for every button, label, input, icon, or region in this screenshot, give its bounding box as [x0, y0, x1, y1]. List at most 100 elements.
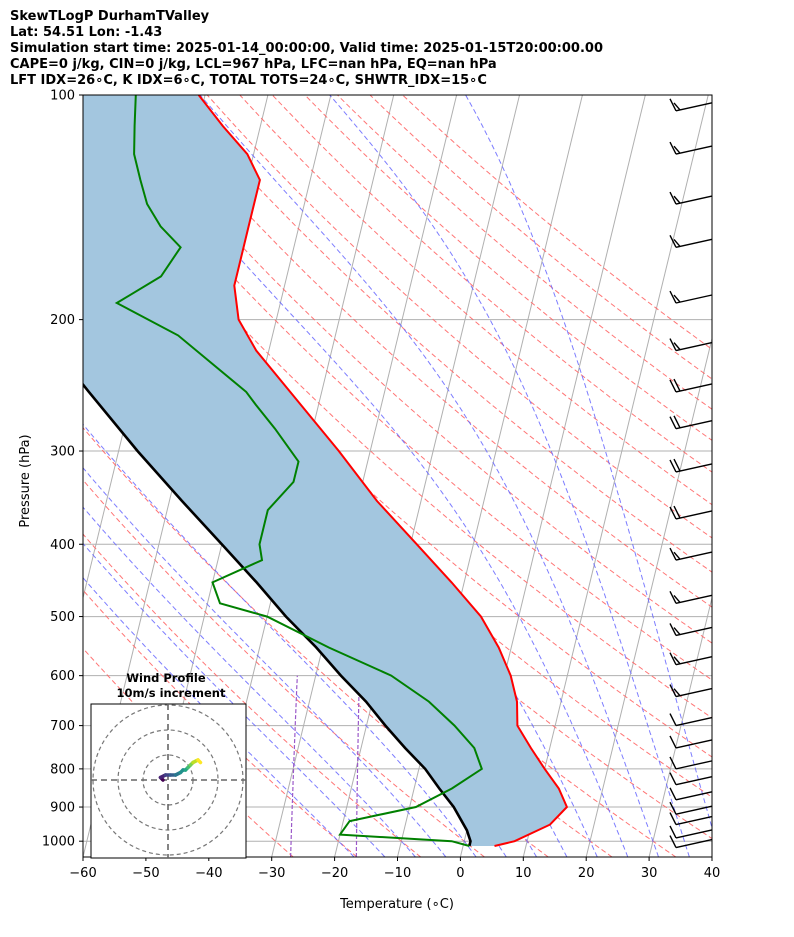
wind-barb-staff	[675, 195, 713, 205]
wind-barb-staff	[675, 805, 713, 815]
wind-barb-flag	[669, 835, 677, 848]
wind-barb-staff	[675, 145, 713, 155]
wind-barb-flag	[669, 191, 677, 205]
isotherm-gridline	[0, 95, 16, 857]
wind-barb	[669, 772, 713, 786]
moist-adiabat	[83, 576, 355, 857]
wind-barb-flag	[669, 506, 677, 520]
wind-barb-flag	[673, 505, 681, 519]
wind-barb-flag	[669, 787, 677, 801]
isotherm-gridline	[334, 95, 521, 857]
wind-barb-flag	[673, 195, 681, 204]
x-tick-label: 30	[641, 866, 658, 881]
dry-adiabat	[83, 144, 712, 719]
wind-barb-flag	[673, 378, 681, 392]
wind-barb	[669, 378, 713, 393]
wind-barb-flag	[669, 290, 677, 304]
wind-barb-flag	[669, 772, 677, 785]
wind-barb-flag	[673, 627, 681, 636]
wind-barb	[669, 735, 713, 749]
x-tick-label: −40	[195, 866, 222, 881]
wind-barb	[669, 290, 713, 304]
dry-adiabat	[83, 479, 485, 857]
wind-barb-staff	[675, 829, 713, 839]
dewpoint-profile-line	[114, 95, 484, 847]
wind-barb	[669, 623, 713, 637]
moist-adiabat	[465, 95, 712, 830]
wind-barb-staff	[675, 383, 713, 393]
wind-barb-flag	[669, 623, 677, 636]
wind-barb-flag	[669, 801, 677, 815]
wind-barb	[669, 787, 713, 801]
y-tick-label: 400	[50, 538, 75, 553]
wind-barb-staff	[675, 510, 713, 520]
wind-barb-flag	[669, 652, 677, 665]
x-tick-label: −50	[132, 866, 159, 881]
wind-barb-flag	[669, 416, 677, 429]
x-tick-label: 40	[704, 866, 721, 881]
wind-barb-flag	[673, 656, 681, 665]
wind-barb-flag	[669, 234, 677, 248]
wind-barb-flag	[669, 756, 677, 770]
isotherm-gridline	[585, 336, 712, 857]
y-tick-label: 700	[50, 719, 75, 734]
mixing-ratio-line	[290, 675, 298, 857]
wind-barb-flag	[669, 713, 677, 726]
x-axis-label: Temperature (∘C)	[339, 897, 454, 912]
wind-barb	[669, 591, 713, 605]
dry-adiabat	[83, 533, 422, 857]
inset-title: Wind Profile	[126, 671, 206, 685]
wind-barb	[669, 684, 713, 698]
wind-barb	[669, 652, 713, 666]
time-line: Simulation start time: 2025-01-14_00:00:…	[10, 41, 603, 56]
chart-title: SkewTLogP DurhamTValley	[10, 9, 210, 24]
wind-barb-flag	[669, 98, 677, 112]
wind-barb-flag	[673, 594, 681, 603]
wind-barb-staff	[675, 551, 713, 561]
indices-line-2: LFT IDX=26∘C, K IDX=6∘C, TOTAL TOTS=24∘C…	[10, 73, 487, 88]
location-line: Lat: 54.51 Lon: -1.43	[10, 25, 163, 40]
y-tick-label: 600	[50, 669, 75, 684]
inset-subtitle: 10m/s increment	[117, 686, 226, 700]
wind-barb-flag	[669, 684, 677, 697]
wind-barb-flag	[669, 735, 677, 749]
wind-barb-staff	[675, 626, 713, 637]
wind-barb	[669, 191, 713, 205]
moist-adiabat	[83, 542, 386, 857]
wind-barb-flag	[669, 379, 677, 393]
wind-barb	[669, 415, 713, 430]
wind-barb-flag	[673, 458, 681, 472]
wind-barb	[669, 812, 713, 826]
wind-barb-staff	[675, 687, 713, 698]
y-tick-label: 300	[50, 445, 75, 460]
moist-adiabat	[101, 95, 629, 857]
dry-adiabat	[206, 95, 712, 539]
wind-barb-flag	[669, 825, 677, 839]
wind-barb-staff	[675, 463, 713, 473]
y-tick-label: 800	[50, 762, 75, 777]
x-tick-label: 20	[578, 866, 595, 881]
wind-barb	[669, 98, 713, 112]
y-tick-label: 900	[50, 801, 75, 816]
wind-barb	[669, 141, 713, 155]
y-tick-label: 1000	[42, 835, 75, 850]
x-tick-label: −20	[321, 866, 348, 881]
y-axis-label: Pressure (hPa)	[18, 434, 33, 527]
wind-barb-staff	[675, 815, 713, 826]
y-tick-label: 200	[50, 313, 75, 328]
dry-adiabat	[304, 95, 712, 441]
wind-barb	[669, 801, 713, 815]
isotherm-gridline	[522, 95, 709, 857]
wind-barb-flag	[669, 547, 677, 561]
wind-barb-flag	[673, 102, 681, 111]
dry-adiabat	[83, 426, 549, 857]
dry-adiabat	[337, 95, 712, 410]
wind-barb	[669, 713, 713, 727]
wind-barb-staff	[675, 294, 713, 304]
wind-barb	[669, 505, 713, 520]
isotherm-gridline	[271, 95, 458, 857]
wind-barb-staff	[675, 739, 713, 749]
temperature-profile-line	[197, 95, 569, 847]
dry-adiabat	[83, 589, 358, 857]
wind-barb-flag	[673, 145, 681, 154]
